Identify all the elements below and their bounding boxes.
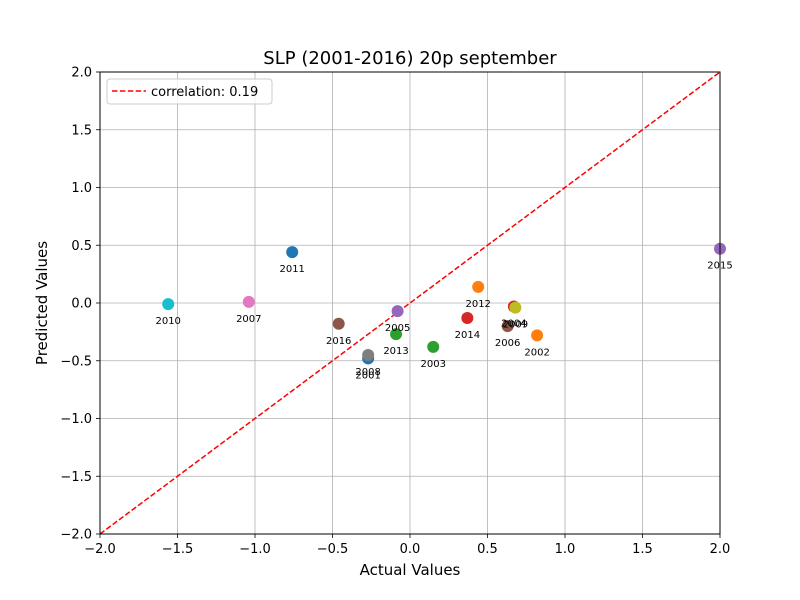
x-tick-label: −1.0: [239, 542, 271, 557]
y-tick-label: −1.0: [60, 412, 92, 427]
y-axis-title: Predicted Values: [33, 241, 51, 365]
y-tick-label: 0.0: [71, 297, 92, 312]
point-label-2012: 2012: [465, 299, 490, 310]
data-point-2003: [427, 340, 440, 353]
point-label-2008: 2008: [355, 367, 380, 378]
y-tick-label: −1.5: [60, 470, 92, 485]
legend-label: correlation: 0.19: [151, 85, 258, 100]
y-tick-label: 0.5: [71, 239, 92, 254]
data-point-2010: [162, 298, 175, 311]
point-label-2004: 2004: [501, 318, 526, 329]
point-label-2001: 2001: [355, 370, 380, 381]
x-tick-label: 0.5: [477, 542, 498, 557]
point-label-2007: 2007: [236, 314, 261, 325]
point-label-2014: 2014: [455, 330, 480, 341]
point-label-2016: 2016: [326, 336, 351, 347]
x-tick-label: 1.0: [555, 542, 576, 557]
point-label-2013: 2013: [383, 346, 408, 357]
x-tick-label: −1.5: [162, 542, 194, 557]
legend-box: [106, 78, 273, 105]
point-label-2009: 2009: [503, 320, 528, 331]
point-label-2002: 2002: [524, 347, 549, 358]
data-point-2008: [362, 348, 375, 361]
y-tick-label: 2.0: [71, 66, 92, 81]
y-tick-label: 1.0: [71, 181, 92, 196]
data-point-2009: [509, 301, 522, 314]
x-tick-label: −2.0: [84, 542, 116, 557]
y-axis-ticks: −2.0 −1.5 −1.0 −0.5 0.0 0.5 1.0 1.5 2.0: [60, 66, 100, 543]
point-label-2005: 2005: [385, 323, 410, 334]
data-point-2016: [332, 317, 345, 330]
y-tick-label: −2.0: [60, 528, 92, 543]
x-tick-label: 0.0: [400, 542, 421, 557]
x-axis-ticks: −2.0 −1.5 −1.0 −0.5 0.0 0.5 1.0 1.5 2.0: [84, 534, 730, 557]
point-label-2003: 2003: [421, 359, 446, 370]
data-point-2007: [242, 295, 255, 308]
data-point-2002: [531, 329, 544, 342]
data-point-2006: [501, 320, 514, 333]
x-tick-label: 1.5: [632, 542, 653, 557]
point-label-2011: 2011: [279, 264, 304, 275]
data-point-2012: [472, 280, 485, 293]
points-layer: [162, 242, 726, 365]
data-point-2013: [390, 328, 403, 341]
x-tick-label: −0.5: [317, 542, 349, 557]
plot-area: 2001 2002 2003 2004 2005 2006 2007 2008 2009 2010…: [99, 71, 733, 535]
data-point-2011: [286, 246, 299, 259]
y-tick-label: 1.5: [71, 123, 92, 138]
point-label-2006: 2006: [495, 338, 520, 349]
x-tick-label: 2.0: [710, 542, 731, 557]
y-tick-label: −0.5: [60, 354, 92, 369]
x-axis-title: Actual Values: [360, 561, 461, 579]
reference-line-layer: [99, 71, 721, 535]
grid-lines: [99, 71, 721, 535]
data-point-2014: [461, 312, 474, 325]
point-label-2010: 2010: [155, 316, 180, 327]
chart-title: SLP (2001-2016) 20p september: [263, 48, 557, 69]
correlation-reference-line: [99, 71, 721, 535]
data-point-2005: [391, 305, 404, 318]
legend: correlation: 0.19: [106, 78, 273, 105]
